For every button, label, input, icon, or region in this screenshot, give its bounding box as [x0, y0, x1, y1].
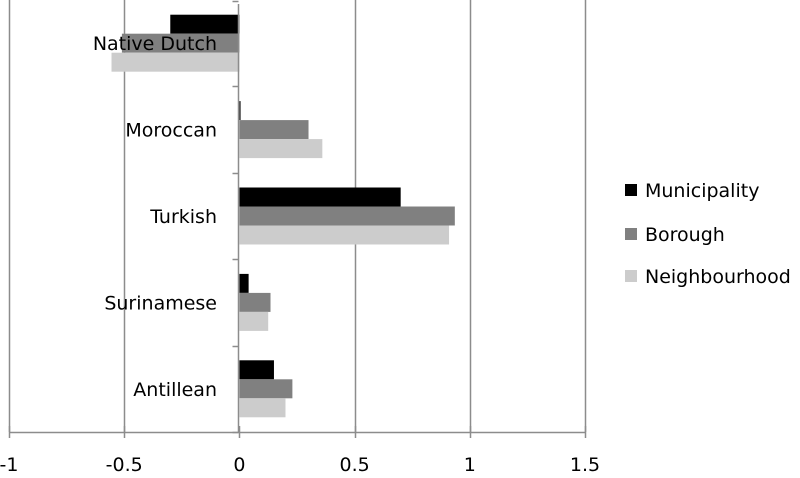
- category-label: Moroccan: [125, 120, 217, 142]
- category-label: Antillean: [133, 379, 217, 401]
- x-tick-label: -1: [0, 454, 18, 476]
- category-label: Turkish: [149, 206, 217, 228]
- bar-neighbourhood-turkish: [239, 225, 450, 245]
- bar-borough-moroccan: [239, 120, 309, 140]
- x-tick-label: 0: [233, 454, 245, 476]
- x-tick-label: 1.5: [570, 454, 600, 476]
- x-tick-label: 0.5: [339, 454, 369, 476]
- bar-neighbourhood-antillean: [239, 398, 286, 418]
- category-labels: Native Dutch Moroccan Turkish Surinamese Ant…: [93, 33, 217, 401]
- x-tick-labels: -1 -0.5 0 0.5 1 1.5: [0, 454, 600, 476]
- bar-borough-surinamese: [239, 292, 271, 312]
- legend-item-borough: Borough: [625, 224, 725, 246]
- legend-item-municipality: Municipality: [625, 180, 759, 202]
- bar-neighbourhood-moroccan: [239, 139, 323, 159]
- legend-swatch: [625, 270, 637, 282]
- category-label: Surinamese: [104, 292, 217, 314]
- bar-borough-antillean: [239, 379, 293, 399]
- x-tick-label: 1: [464, 454, 476, 476]
- legend-label: Borough: [645, 224, 725, 246]
- legend-item-neighbourhood: Neighbourhood: [625, 266, 791, 288]
- legend-label: Municipality: [645, 180, 759, 202]
- bar-municipality-surinamese: [239, 273, 249, 293]
- x-tick-label: -0.5: [106, 454, 143, 476]
- category-label: Native Dutch: [93, 33, 217, 55]
- bar-neighbourhood-native-dutch: [111, 52, 240, 72]
- bar-borough-turkish: [239, 206, 455, 226]
- axes: [8, 0, 587, 438]
- legend-swatch: [625, 184, 637, 196]
- bar-municipality-turkish: [239, 187, 401, 207]
- bar-municipality-native-dutch: [170, 14, 240, 34]
- legend-swatch: [625, 228, 637, 240]
- bar-municipality-moroccan: [239, 101, 241, 121]
- legend: Municipality Borough Neighbourhood: [625, 180, 791, 288]
- legend-label: Neighbourhood: [645, 266, 791, 288]
- bar-borough-native-dutch: [121, 33, 240, 53]
- bars: [111, 14, 455, 418]
- bar-neighbourhood-surinamese: [239, 311, 269, 331]
- bar-municipality-antillean: [239, 360, 274, 380]
